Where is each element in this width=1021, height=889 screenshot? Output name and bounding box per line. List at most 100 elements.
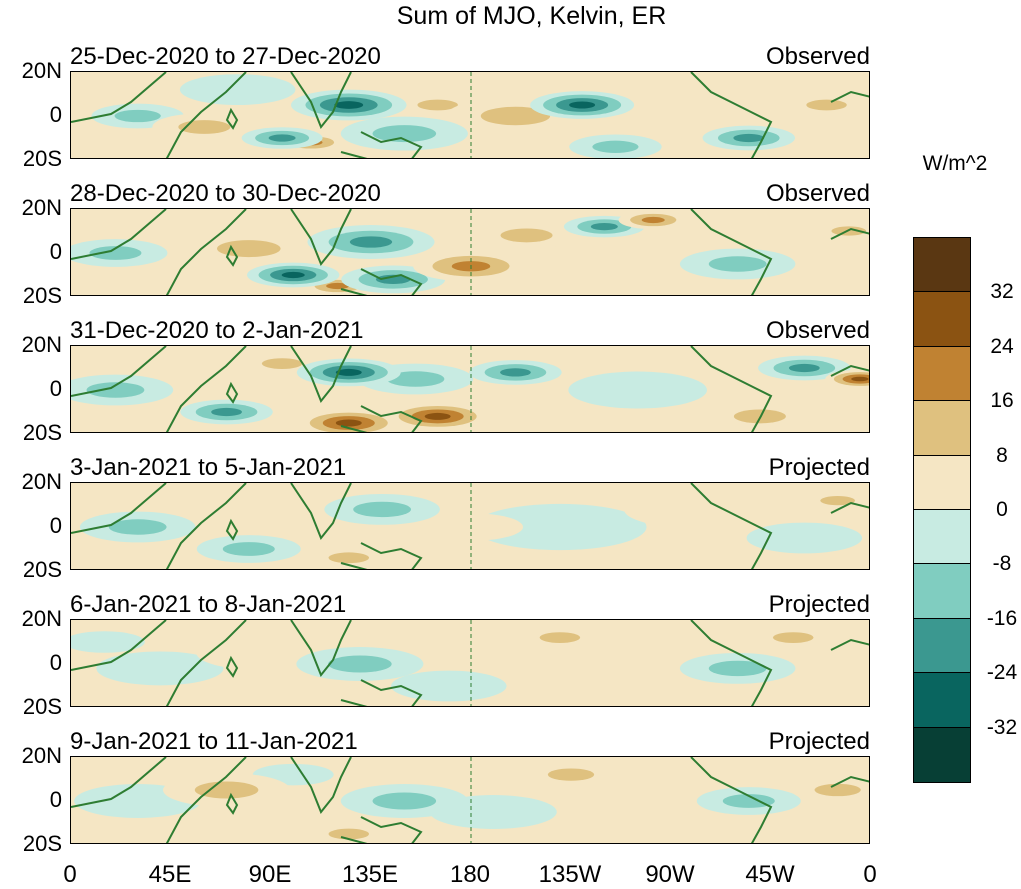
panel-status: Observed xyxy=(765,317,870,344)
anomaly-contour xyxy=(391,670,507,702)
anomaly-contour xyxy=(174,488,302,522)
anomaly-contour xyxy=(746,522,863,554)
lat-tick-label: 20S xyxy=(22,831,62,856)
lon-tick-label: 135E xyxy=(341,861,399,888)
anomaly-contour xyxy=(557,645,696,683)
anomaly-contour xyxy=(722,794,775,808)
anomaly-contour xyxy=(590,223,618,231)
colorbar-swatch xyxy=(914,673,970,728)
anomaly-contour xyxy=(349,236,393,248)
coastline xyxy=(71,72,869,158)
map-panel xyxy=(70,756,870,844)
anomaly-contour xyxy=(814,783,861,797)
anomaly-contour xyxy=(179,74,296,105)
anomaly-contour xyxy=(624,678,718,703)
colorbar-tick-label: -8 xyxy=(992,552,1012,576)
lat-tick-label: 20N xyxy=(21,332,62,357)
coastline xyxy=(71,620,869,706)
anomaly-contour xyxy=(178,120,231,134)
anomaly-contour xyxy=(375,274,411,285)
lat-tick-label: 20S xyxy=(22,283,62,308)
panel-date-range: 3-Jan-2021 to 5-Jan-2021 xyxy=(70,454,347,481)
anomaly-contour xyxy=(335,419,362,427)
colorbar-tick-label: 8 xyxy=(996,443,1008,467)
panel-date-range: 28-Dec-2020 to 30-Dec-2020 xyxy=(70,180,381,207)
colorbar-tick-label: -32 xyxy=(986,715,1018,739)
lat-tick-label: 20N xyxy=(21,195,62,220)
lat-tick-label: 20N xyxy=(21,469,62,494)
anomaly-contour xyxy=(641,216,665,224)
anomaly-contour xyxy=(539,632,581,643)
anomaly-contour xyxy=(500,228,553,243)
anomaly-map xyxy=(71,757,869,843)
anomaly-map xyxy=(71,620,869,706)
colorbar xyxy=(913,237,971,783)
anomaly-contour xyxy=(806,99,847,111)
anomaly-contour xyxy=(86,382,145,398)
lon-tick-label: 0 xyxy=(863,861,877,888)
lat-tick-label: 0 xyxy=(49,102,62,127)
anomaly-contour xyxy=(592,140,639,153)
lon-tick-label: 45W xyxy=(745,861,795,888)
anomaly-map xyxy=(71,346,869,432)
panel-date-range: 31-Dec-2020 to 2-Jan-2021 xyxy=(70,317,364,344)
lat-tick-label: 0 xyxy=(49,513,62,538)
colorbar-swatch xyxy=(914,346,970,402)
anomaly-contour xyxy=(424,412,451,420)
lat-tick-label: 20S xyxy=(22,420,62,445)
anomaly-contour xyxy=(708,660,767,677)
colorbar-tick-label: -24 xyxy=(986,661,1018,685)
panel-date-range: 6-Jan-2021 to 8-Jan-2021 xyxy=(70,591,347,618)
anomaly-contour xyxy=(196,636,324,670)
panel-status: Projected xyxy=(768,591,870,618)
anomaly-contour xyxy=(623,490,763,528)
coastline xyxy=(71,346,869,432)
anomaly-contour xyxy=(326,282,350,290)
colorbar-tick-label: 24 xyxy=(990,334,1014,358)
colorbar-swatch xyxy=(914,292,970,347)
map-panel xyxy=(70,208,870,296)
colorbar-units: W/m^2 xyxy=(922,152,988,175)
anomaly-contour xyxy=(547,768,595,781)
anomaly-contour xyxy=(328,655,392,673)
lat-tick-label: 20N xyxy=(21,58,62,83)
anomaly-contour xyxy=(335,368,362,376)
anomaly-contour xyxy=(569,101,596,109)
anomaly-contour xyxy=(71,631,145,653)
anomaly-contour xyxy=(268,134,296,142)
anomaly-map xyxy=(71,483,869,569)
anomaly-contour xyxy=(601,782,741,820)
anomaly-contour xyxy=(211,407,242,417)
panel-status: Projected xyxy=(768,728,870,755)
lat-tick-label: 20N xyxy=(21,743,62,768)
anomaly-contour xyxy=(334,101,364,109)
lon-tick-label: 90W xyxy=(645,861,695,888)
anomaly-contour xyxy=(417,99,458,111)
anomaly-contour xyxy=(480,106,551,126)
lon-tick-label: 135W xyxy=(538,861,602,888)
anomaly-contour xyxy=(773,632,814,643)
panel-status: Observed xyxy=(765,43,870,70)
anomaly-contour xyxy=(328,828,369,840)
anomaly-contour xyxy=(89,246,142,260)
colorbar-tick-label: -16 xyxy=(986,606,1018,630)
coastline xyxy=(71,483,869,569)
anomaly-contour xyxy=(353,501,411,518)
coastline xyxy=(71,209,869,295)
anomaly-contour xyxy=(108,519,167,535)
anomaly-contour xyxy=(820,495,856,506)
lon-tick-label: 0 xyxy=(63,861,77,888)
anomaly-contour xyxy=(194,781,259,799)
lat-tick-label: 20S xyxy=(22,557,62,582)
map-panel xyxy=(70,619,870,707)
anomaly-contour xyxy=(114,109,161,123)
lon-tick-label: 180 xyxy=(449,861,491,888)
colorbar-tick-label: 16 xyxy=(990,389,1014,413)
panel-status: Projected xyxy=(768,454,870,481)
lat-tick-label: 0 xyxy=(49,239,62,264)
panel-date-range: 25-Dec-2020 to 27-Dec-2020 xyxy=(70,43,381,70)
lat-tick-label: 0 xyxy=(49,650,62,675)
anomaly-map xyxy=(71,72,869,158)
colorbar-swatch xyxy=(914,564,970,619)
anomaly-contour xyxy=(328,552,369,564)
